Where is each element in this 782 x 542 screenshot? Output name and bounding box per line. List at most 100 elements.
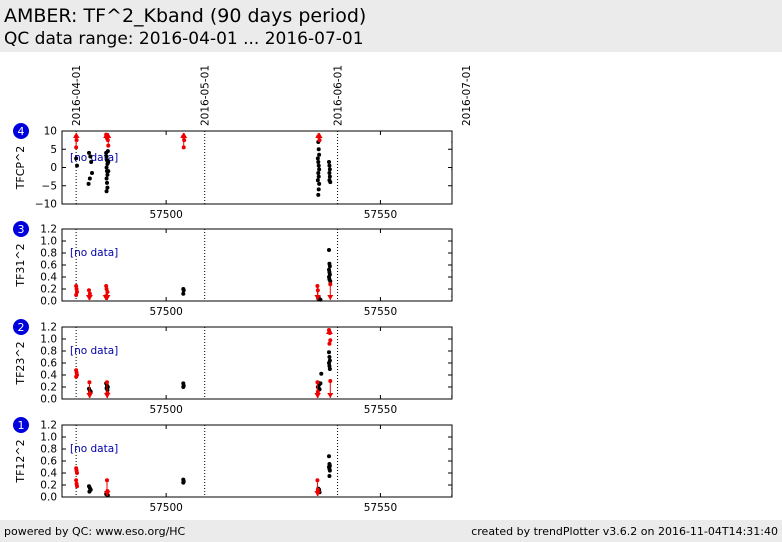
y-tick-label: 0.8 xyxy=(40,248,57,260)
outlier-point xyxy=(105,391,110,395)
date-marker-label: 2016-04-01 xyxy=(71,65,83,126)
y-tick-label: 0.2 xyxy=(40,382,57,394)
y-axis-label: TFCP^2 xyxy=(14,146,27,191)
footer-created-by: created by trendPlotter v3.6.2 on 2016-1… xyxy=(471,525,778,538)
y-tick-label: 0.0 xyxy=(40,492,57,504)
y-tick-label: 0.4 xyxy=(40,370,57,382)
data-point xyxy=(327,174,332,179)
data-point xyxy=(451,268,452,272)
data-point xyxy=(319,371,324,376)
data-point xyxy=(316,170,321,175)
y-tick-label: 10 xyxy=(44,126,57,138)
data-point xyxy=(452,395,456,399)
data-point xyxy=(315,178,320,183)
data-point xyxy=(106,169,111,174)
data-point xyxy=(327,474,332,478)
panel-2: 0.00.20.40.60.81.01.2 57500 57550 TF23^2 2 [n… xyxy=(13,319,456,416)
y-tick-label: 1.2 xyxy=(40,224,57,236)
outlier-arrow-head xyxy=(314,295,321,300)
data-point xyxy=(317,152,322,157)
data-point xyxy=(316,163,321,168)
plot-frame xyxy=(61,424,453,498)
data-point xyxy=(451,292,452,295)
y-tick-label: 0.0 xyxy=(40,296,57,308)
data-point xyxy=(452,491,456,495)
date-marker-label: 2016-06-01 xyxy=(333,65,345,126)
outlier-arrow-head xyxy=(86,295,93,300)
data-point xyxy=(318,381,323,386)
data-point xyxy=(317,167,322,172)
data-point xyxy=(105,172,110,177)
data-points xyxy=(73,132,452,197)
outlier-point xyxy=(315,389,320,394)
y-tick-label: 0.6 xyxy=(40,456,57,468)
data-point xyxy=(327,364,332,368)
date-marker-label: 2016-05-01 xyxy=(200,65,212,126)
data-point xyxy=(105,185,110,190)
data-point xyxy=(104,154,109,159)
data-point xyxy=(328,180,333,185)
data-point xyxy=(327,350,331,355)
outlier-point xyxy=(74,284,79,288)
data-point xyxy=(451,294,452,298)
panel-badge-number: 2 xyxy=(18,321,25,334)
data-point xyxy=(327,468,332,473)
outlier-point xyxy=(106,143,111,148)
data-point xyxy=(451,167,452,171)
x-tick-label: 57500 xyxy=(149,306,182,318)
data-point xyxy=(86,181,91,186)
no-data-label: [no data] xyxy=(70,247,118,259)
data-point xyxy=(453,298,457,302)
data-point xyxy=(451,140,452,144)
trend-chart: 2016-04-01 2016-05-01 2016-06-01 2016-07-01… xyxy=(13,65,473,520)
outlier-point xyxy=(87,380,92,385)
y-tick-label: 1.0 xyxy=(40,236,57,248)
date-marker-label: 2016-07-01 xyxy=(461,65,473,126)
data-points xyxy=(74,328,456,399)
plot-frame xyxy=(61,326,453,400)
data-point xyxy=(106,160,111,165)
outlier-arrow-head xyxy=(327,295,334,300)
outlier-point xyxy=(75,290,79,294)
y-tick-label: 0.0 xyxy=(40,394,57,406)
data-point xyxy=(87,489,92,494)
x-tick-label: 57500 xyxy=(149,209,182,221)
outlier-point xyxy=(105,290,110,294)
data-point xyxy=(74,156,79,161)
outlier-arrow-head xyxy=(180,133,187,138)
outlier-point xyxy=(315,288,320,293)
outlier-point xyxy=(105,380,109,385)
data-point xyxy=(88,154,93,159)
data-point xyxy=(316,174,321,179)
outlier-point xyxy=(104,284,109,288)
qc-data-range: QC data range: 2016-04-01 ... 2016-07-01 xyxy=(4,29,364,49)
x-tick-label: 57550 xyxy=(364,209,397,221)
data-point xyxy=(316,160,321,165)
data-point xyxy=(327,160,331,165)
outlier-point xyxy=(327,331,332,335)
outlier-point xyxy=(315,380,320,385)
y-tick-label: 0.4 xyxy=(40,468,57,480)
y-tick-label: −5 xyxy=(42,180,57,192)
y-tick-label: −10 xyxy=(35,199,57,211)
y-tick-label: 0.4 xyxy=(40,272,57,284)
outlier-point xyxy=(103,294,108,299)
outlier-point xyxy=(315,478,320,483)
panel-badge xyxy=(13,417,29,433)
outlier-point xyxy=(105,478,109,483)
data-point xyxy=(105,149,110,154)
y-tick-label: 5 xyxy=(50,144,57,156)
outlier-point xyxy=(87,288,91,293)
data-point xyxy=(90,170,94,175)
y-axis-label: TF12^2 xyxy=(14,439,27,483)
x-tick-label: 57500 xyxy=(149,502,182,514)
data-point xyxy=(327,163,332,168)
data-point xyxy=(181,291,186,296)
panel-badge xyxy=(13,319,29,335)
page-title: AMBER: TF^2_Kband (90 days period) xyxy=(4,5,367,27)
data-point xyxy=(316,147,321,152)
outlier-point xyxy=(74,145,79,150)
data-point xyxy=(451,298,452,301)
y-tick-label: 0.8 xyxy=(40,444,57,456)
